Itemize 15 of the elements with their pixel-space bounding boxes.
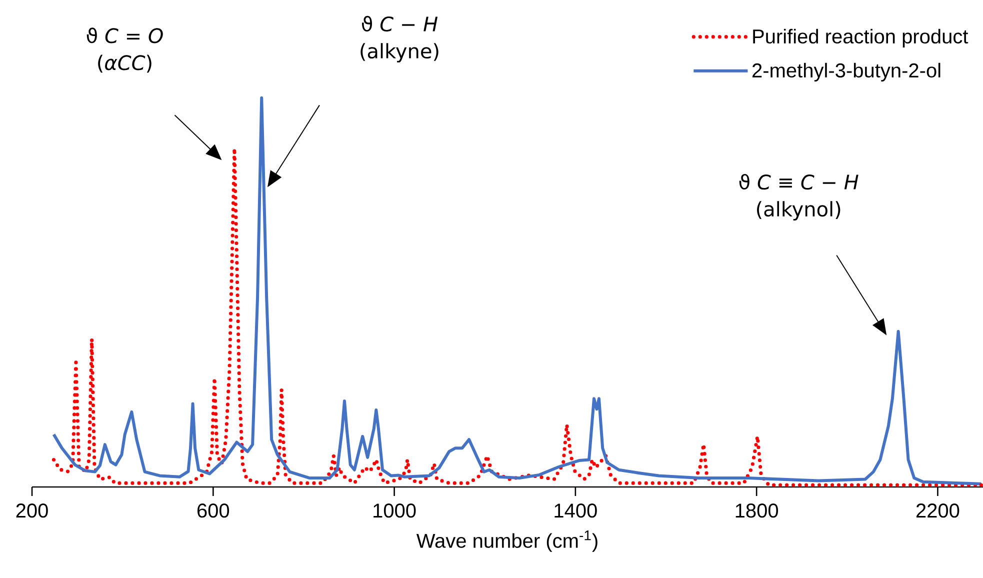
x-tick-label: 200: [16, 504, 48, 518]
legend-label: 2-methyl-3-butyn-2-ol: [752, 62, 940, 82]
x-tick-label: 1800: [736, 504, 778, 518]
x-tick-label: 1000: [374, 504, 416, 518]
x-tick-label: 2200: [916, 504, 960, 518]
x-tick-label: 600: [197, 504, 230, 518]
text: (alkyne): [360, 43, 438, 62]
annotation: ϑ C ≡ C − H: [739, 174, 858, 190]
x-axis-title: Wave number (cm$^{-1}$): [416, 530, 598, 552]
annotation: (alkynol): [757, 201, 840, 220]
text: (αCC): [98, 54, 152, 73]
text: ϑ C − H: [362, 16, 438, 32]
x-tick-label: 1400: [554, 504, 597, 518]
text: ϑ C = O: [86, 28, 163, 44]
legend-label: Purified reaction product: [753, 28, 968, 48]
